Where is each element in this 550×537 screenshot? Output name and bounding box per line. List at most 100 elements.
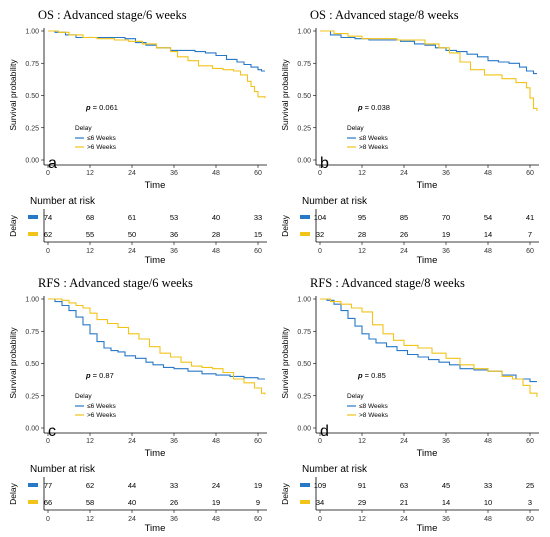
p-value: p = 0.038 [357, 103, 390, 112]
risk-count: 19 [254, 481, 262, 490]
x-tick-label: 48 [212, 438, 220, 445]
legend-title: Delay [347, 125, 364, 132]
chart-title: OS : Advanced stage/6 weeks [38, 8, 187, 22]
panel-b: OS : Advanced stage/8 weeks 0.00 0.25 0.50 0… [280, 8, 539, 266]
risk-count: 50 [128, 230, 136, 239]
x-tick-label: 36 [442, 438, 450, 445]
risk-x-tick-label: 48 [484, 516, 492, 523]
x-tick-label: 0 [318, 438, 322, 445]
x-tick-label: 12 [86, 170, 94, 177]
risk-y-label: Delay [8, 482, 18, 504]
panel-c: RFS : Advanced stage/6 weeks 0.00 0.25 0.50… [8, 276, 267, 534]
x-tick-label: 60 [254, 438, 262, 445]
risk-x-tick-label: 12 [86, 248, 94, 255]
x-tick-label: 48 [484, 170, 492, 177]
risk-x-tick-label: 24 [128, 248, 136, 255]
risk-x-axis-label: Time [145, 255, 166, 266]
risk-count: 14 [442, 498, 450, 507]
x-axis-label: Time [145, 448, 166, 459]
risk-x-tick-label: 0 [318, 516, 322, 523]
p-value-text: = 0.061 [91, 103, 118, 112]
x-tick-label: 24 [400, 170, 408, 177]
x-tick-label: 48 [212, 170, 220, 177]
y-axis-label: Survival probability [280, 59, 290, 131]
survival-curve-long-delay [48, 30, 266, 99]
risk-x-tick-label: 24 [400, 248, 408, 255]
risk-count: 66 [44, 498, 52, 507]
y-tick-label: 0.00 [297, 158, 311, 165]
risk-x-tick-label: 24 [128, 516, 136, 523]
y-tick-label: 0.50 [25, 361, 39, 368]
p-symbol: p [85, 371, 91, 380]
risk-count: 26 [400, 230, 408, 239]
p-value-text: = 0.038 [363, 103, 390, 112]
risk-count: 109 [314, 481, 327, 490]
x-tick-label: 0 [46, 438, 50, 445]
chart-title: RFS : Advanced stage/8 weeks [310, 276, 465, 290]
legend-label: ≤8 Weeks [359, 403, 388, 410]
panel-letter: d [320, 423, 329, 440]
risk-row-swatch [28, 215, 38, 219]
p-value: p = 0.87 [85, 371, 114, 380]
risk-y-label: Delay [8, 214, 18, 236]
survival-curve-short-delay [48, 298, 265, 380]
x-axis-label: Time [145, 180, 166, 191]
risk-count: 61 [128, 213, 136, 222]
risk-count: 32 [316, 230, 324, 239]
y-axis-label: Survival probability [8, 59, 18, 131]
risk-count: 34 [316, 498, 324, 507]
risk-x-tick-label: 36 [442, 248, 450, 255]
risk-count: 85 [400, 213, 408, 222]
x-tick-label: 36 [170, 170, 178, 177]
p-symbol: p [357, 371, 363, 380]
risk-table-title: Number at risk [302, 196, 368, 207]
risk-row-swatch [28, 500, 38, 504]
y-tick-label: 0.00 [25, 158, 39, 165]
x-tick-label: 60 [254, 170, 262, 177]
risk-x-tick-label: 12 [358, 248, 366, 255]
panel-d: RFS : Advanced stage/8 weeks 0.00 0.25 0.50… [280, 276, 539, 534]
risk-count: 58 [86, 498, 94, 507]
y-tick-label: 1.00 [297, 297, 311, 304]
risk-count: 28 [212, 230, 220, 239]
y-tick-label: 0.50 [25, 93, 39, 100]
p-symbol: p [85, 103, 91, 112]
survival-curve-short-delay [320, 30, 537, 75]
risk-count: 91 [358, 481, 366, 490]
risk-count: 19 [442, 230, 450, 239]
chart-title: OS : Advanced stage/8 weeks [310, 8, 459, 22]
y-tick-label: 1.00 [25, 29, 39, 36]
survival-curve-long-delay [320, 298, 538, 397]
x-tick-label: 0 [318, 170, 322, 177]
x-tick-label: 24 [128, 170, 136, 177]
y-tick-label: 1.00 [297, 29, 311, 36]
p-value-text: = 0.85 [363, 371, 386, 380]
risk-count: 68 [86, 213, 94, 222]
survival-curve-short-delay [48, 30, 265, 72]
legend-title: Delay [347, 393, 364, 400]
risk-x-tick-label: 48 [212, 248, 220, 255]
y-axis-label: Survival probability [280, 327, 290, 399]
risk-x-tick-label: 36 [170, 248, 178, 255]
panel-letter: a [48, 155, 57, 172]
risk-x-axis-label: Time [417, 523, 438, 534]
legend-label: ≤6 Weeks [87, 135, 116, 142]
risk-count: 33 [170, 481, 178, 490]
risk-count: 21 [400, 498, 408, 507]
risk-count: 44 [128, 481, 136, 490]
risk-x-tick-label: 48 [212, 516, 220, 523]
legend-title: Delay [75, 125, 92, 132]
chart-title: RFS : Advanced stage/6 weeks [38, 276, 193, 290]
y-tick-label: 0.75 [25, 329, 39, 336]
y-tick-label: 0.25 [25, 393, 39, 400]
risk-count: 62 [44, 230, 52, 239]
risk-row-swatch [28, 232, 38, 236]
risk-count: 70 [442, 213, 450, 222]
risk-count: 25 [526, 481, 534, 490]
legend-label: ≤8 Weeks [359, 135, 388, 142]
survival-curve-short-delay [320, 298, 537, 383]
x-tick-label: 12 [358, 170, 366, 177]
risk-count: 55 [86, 230, 94, 239]
risk-x-tick-label: 0 [46, 248, 50, 255]
risk-y-label: Delay [280, 214, 290, 236]
